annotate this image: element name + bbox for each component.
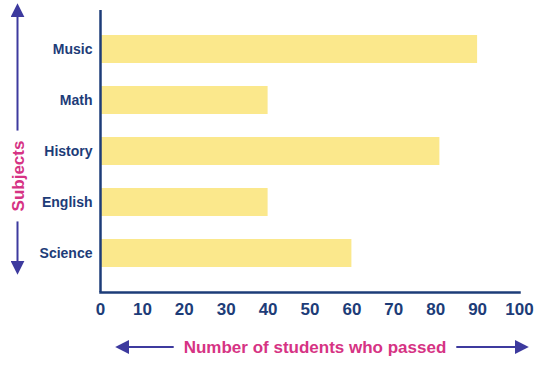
svg-text:Number of students who passed: Number of students who passed — [184, 338, 447, 357]
svg-text:Subjects: Subjects — [9, 141, 28, 212]
svg-text:10: 10 — [133, 300, 152, 319]
svg-text:40: 40 — [259, 300, 278, 319]
svg-text:20: 20 — [175, 300, 194, 319]
svg-text:Science: Science — [40, 245, 93, 261]
svg-text:100: 100 — [505, 300, 533, 319]
svg-text:50: 50 — [301, 300, 320, 319]
svg-text:70: 70 — [384, 300, 403, 319]
svg-text:Math: Math — [60, 92, 93, 108]
svg-text:0: 0 — [96, 300, 105, 319]
svg-text:History: History — [44, 143, 92, 159]
svg-text:Music: Music — [53, 41, 93, 57]
svg-text:30: 30 — [217, 300, 236, 319]
svg-text:English: English — [42, 194, 93, 210]
svg-text:60: 60 — [342, 300, 361, 319]
svg-text:90: 90 — [468, 300, 487, 319]
svg-text:80: 80 — [426, 300, 445, 319]
